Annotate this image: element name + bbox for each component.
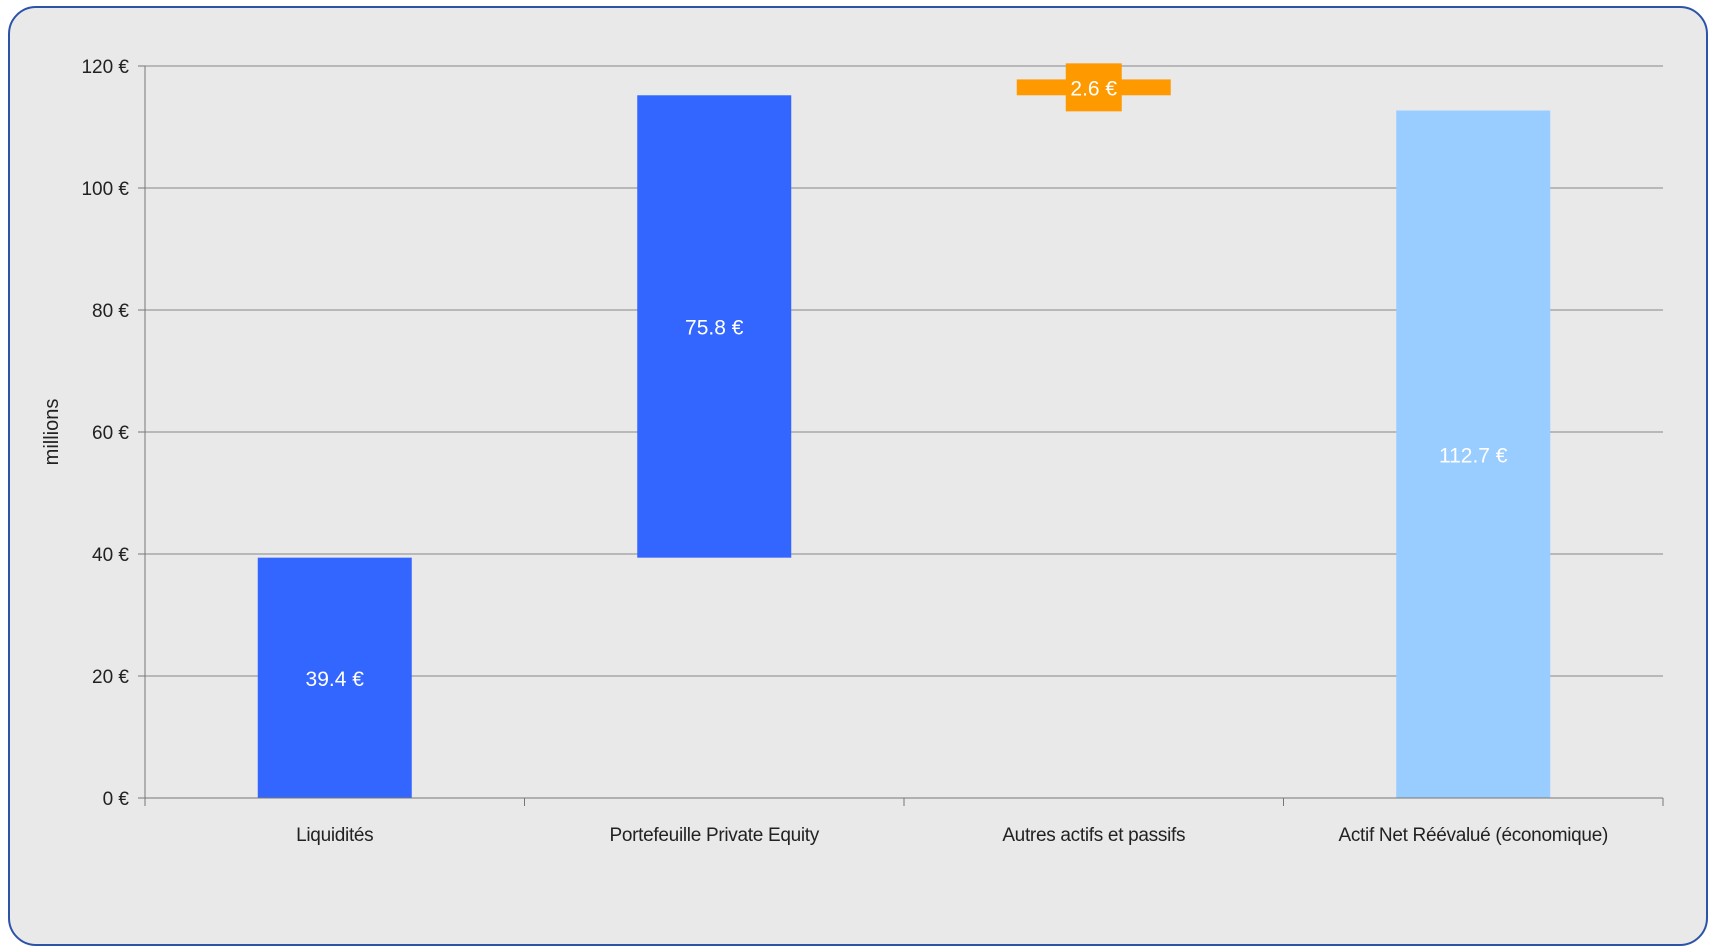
bar-2 <box>637 95 792 558</box>
data-labels: 39.4 € 75.8 € 2.6 € 112.7 € <box>306 63 1508 691</box>
y-tick-label: 120 € <box>81 57 129 78</box>
y-tick-label: 80 € <box>92 301 129 322</box>
x-tick-label: Actif Net Réévalué (économique) <box>1338 825 1608 846</box>
x-tick-label: Autres actifs et passifs <box>1002 825 1185 846</box>
data-label-badge <box>1065 63 1122 112</box>
x-tick-label: Liquidités <box>296 825 373 846</box>
data-label: 75.8 € <box>685 316 744 339</box>
y-tick-label: 100 € <box>81 179 129 200</box>
x-tick-labels: Liquidités Portefeuille Private Equity Aut… <box>296 825 1608 846</box>
data-label: 112.7 € <box>1439 444 1508 467</box>
waterfall-chart: 0 € 20 € 40 € 60 € 80 € 100 € 120 € Liquidités… <box>41 57 1664 846</box>
data-label: 2.6 € <box>1070 77 1117 100</box>
y-tick-label: 60 € <box>92 423 129 444</box>
y-tick-label: 40 € <box>92 545 129 566</box>
bar-4 <box>1396 110 1551 798</box>
bar-1 <box>257 557 412 798</box>
x-tick-label: Portefeuille Private Equity <box>610 825 820 846</box>
y-tick-label: 20 € <box>92 667 129 688</box>
bars <box>257 79 1551 798</box>
y-tick-labels: 0 € 20 € 40 € 60 € 80 € 100 € 120 € <box>81 57 129 810</box>
axes <box>138 65 1664 806</box>
data-label: 39.4 € <box>306 668 365 691</box>
y-tick-label: 0 € <box>103 789 130 810</box>
y-axis-label: millions <box>41 399 63 466</box>
